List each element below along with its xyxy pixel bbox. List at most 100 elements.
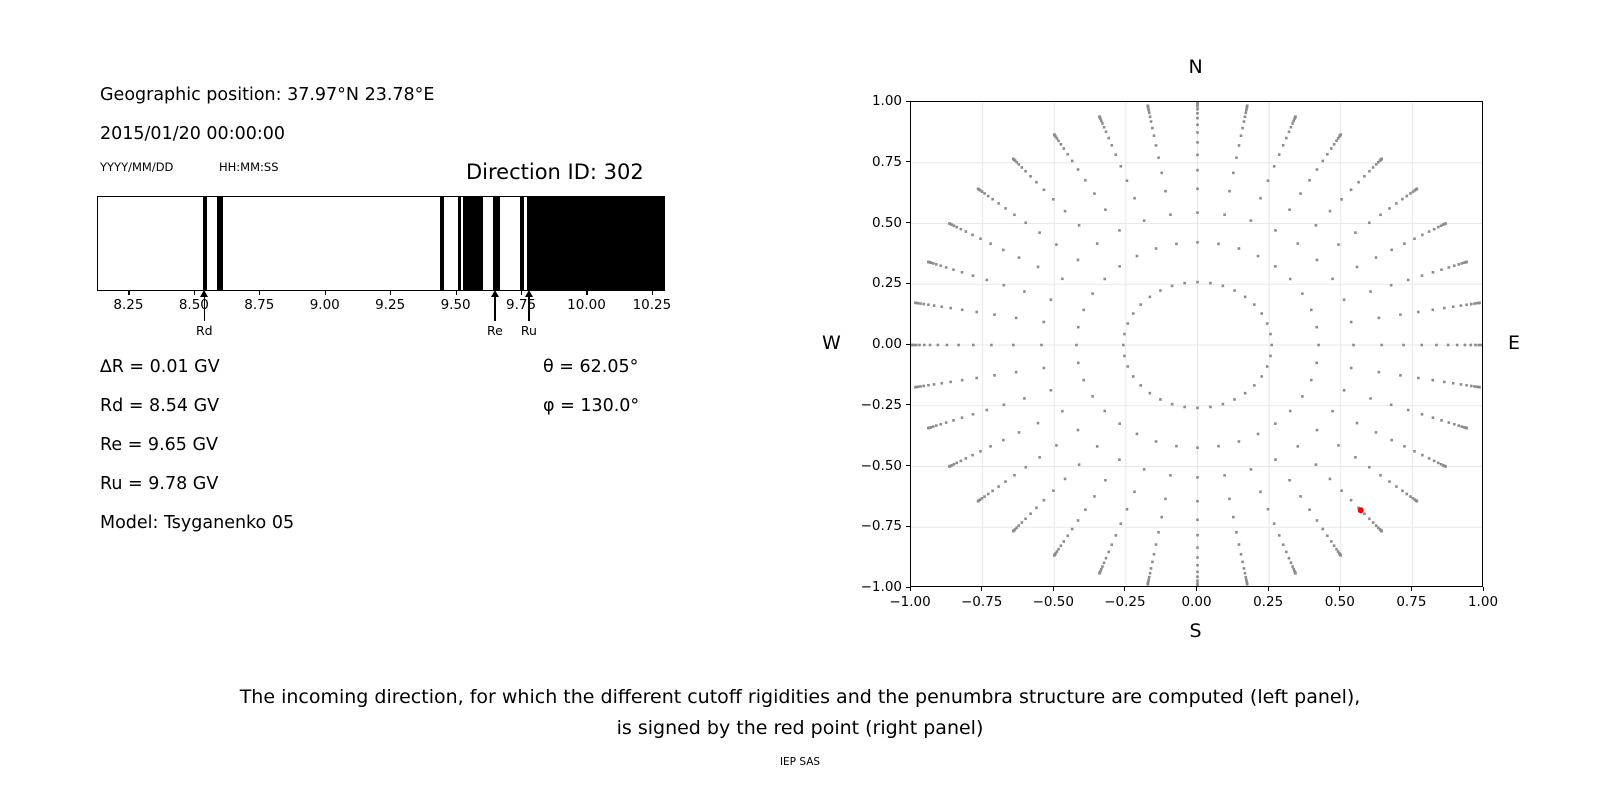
penumbra-forbidden-band	[462, 197, 483, 290]
compass-north-label: N	[1188, 56, 1203, 78]
penumbra-tick-label: 8.25	[113, 297, 144, 313]
sky-map-y-tick-mark	[906, 586, 910, 588]
time-format-hint: HH:MM:SS	[219, 160, 279, 174]
penumbra-marker-label: Re	[486, 323, 503, 338]
penumbra-tick-label: 9.50	[440, 297, 471, 313]
penumbra-tick-mark	[455, 291, 457, 295]
sky-map-y-tick-label: 0.25	[871, 275, 902, 292]
direction-sample-points	[911, 102, 1482, 586]
penumbra-tick-mark	[390, 291, 392, 295]
arrow-shaft	[528, 295, 530, 321]
selected-direction-point	[1357, 507, 1364, 514]
param-re: Re = 9.65 GV	[100, 435, 218, 455]
sky-map-y-tick-label: −0.75	[860, 518, 902, 535]
penumbra-tick-mark	[651, 291, 653, 295]
penumbra-forbidden-band	[520, 197, 524, 290]
figure-caption: The incoming direction, for which the di…	[0, 682, 1600, 745]
sky-map-x-tick-mark	[909, 587, 911, 591]
compass-south-label: S	[1189, 620, 1202, 642]
caption-line-1: The incoming direction, for which the di…	[239, 686, 1361, 708]
arrow-head-icon	[200, 290, 209, 297]
grid-lines	[911, 102, 1482, 586]
sky-map-x-tick-label: 0.00	[1181, 594, 1212, 610]
arrow-head-icon	[490, 290, 499, 297]
sky-map-y-tick-label: 0.00	[871, 336, 902, 352]
left-panel: Geographic position: 37.97°N 23.78°E 201…	[0, 0, 760, 660]
sky-map-x-tick-label: −0.25	[1104, 594, 1146, 610]
sky-map-x-tick-mark	[1124, 587, 1126, 591]
penumbra-tick-mark	[324, 291, 326, 295]
compass-west-label: W	[822, 332, 841, 354]
param-ru: Ru = 9.78 GV	[100, 474, 219, 494]
sky-map-x-tick-label: 0.25	[1253, 594, 1284, 610]
penumbra-plot-area	[97, 196, 665, 291]
footer-credit: IEP SAS	[779, 756, 821, 768]
param-phi: φ = 130.0°	[543, 396, 640, 416]
penumbra-tick-mark	[193, 291, 195, 295]
sky-map-x-tick-label: 0.75	[1396, 594, 1427, 610]
penumbra-tick-label: 8.75	[244, 297, 275, 313]
penumbra-marker-label: Rd	[196, 323, 213, 338]
sky-map-x-tick-label: 1.00	[1467, 594, 1499, 610]
direction-id-label: Direction ID: 302	[466, 160, 644, 184]
arrow-shaft	[494, 295, 496, 321]
penumbra-forbidden-band	[493, 197, 500, 290]
sky-map-y-tick-label: 0.50	[871, 214, 902, 231]
compass-east-label: E	[1508, 332, 1521, 354]
arrow-shaft	[203, 295, 205, 321]
penumbra-tick-label: 9.75	[506, 297, 537, 313]
penumbra-x-axis: 8.25 8.50 8.75 9.00 9.25 9.50 9.75 10.00 10.25	[97, 291, 671, 313]
sky-map-x-tick-mark	[1482, 587, 1484, 591]
penumbra-tick-label: 10.25	[632, 297, 672, 313]
sky-map-y-tick-mark	[906, 282, 910, 284]
param-delta-r: ∆R = 0.01 GV	[100, 357, 220, 377]
penumbra-chart	[97, 196, 665, 291]
geographic-position: Geographic position: 37.97°N 23.78°E	[100, 85, 435, 105]
param-model: Model: Tsyganenko 05	[100, 513, 295, 533]
sky-map-x-tick-label: −1.00	[889, 594, 931, 610]
sky-map-x-tick-label: 0.50	[1324, 594, 1355, 610]
penumbra-forbidden-band	[203, 197, 208, 290]
sky-map-x-tick-mark	[981, 587, 983, 591]
sky-map-y-tick-label: −0.50	[860, 457, 902, 474]
sky-map-x-tick-mark	[1339, 587, 1341, 591]
sky-map-y-tick-mark	[906, 222, 910, 224]
caption-line-2: is signed by the red point (right panel)	[616, 717, 984, 740]
sky-map-y-tick-label: −0.25	[860, 396, 902, 413]
sky-map-y-tick-label: −1.00	[860, 579, 902, 595]
arrow-head-icon	[524, 290, 533, 297]
penumbra-tick-mark	[259, 291, 261, 295]
sky-map-y-tick-mark	[906, 465, 910, 467]
date-format-hint: YYYY/MM/DD	[100, 160, 174, 174]
datetime-value: 2015/01/20 00:00:00	[100, 124, 286, 144]
sky-map-y-tick-mark	[906, 525, 910, 527]
param-theta: θ = 62.05°	[543, 357, 639, 377]
sky-map-x-tick-mark	[1196, 587, 1198, 591]
sky-map-x-tick-label: −0.50	[1032, 594, 1074, 610]
right-panel: −1.00 −0.75 −0.50 −0.25 0.00 0.25 0.50 0.75 1.00…	[760, 0, 1600, 660]
sky-map-x-tick-mark	[1052, 587, 1054, 591]
penumbra-tick-label: 9.25	[375, 297, 406, 313]
param-rd: Rd = 8.54 GV	[100, 396, 220, 416]
sky-map-canvas	[911, 102, 1482, 586]
penumbra-forbidden-band	[439, 197, 445, 290]
sky-map-y-tick-mark	[906, 404, 910, 406]
penumbra-marker-label: Ru	[520, 323, 537, 338]
penumbra-tick-label: 10.00	[567, 297, 606, 313]
penumbra-tick-label: 9.00	[309, 297, 340, 313]
penumbra-tick-label: 8.50	[178, 297, 209, 313]
sky-map-y-tick-label: 1.00	[871, 93, 902, 109]
sky-map-y-tick-mark	[906, 161, 910, 163]
penumbra-forbidden-band	[457, 197, 461, 290]
sky-map-x-tick-label: −0.75	[960, 594, 1003, 610]
penumbra-tick-mark	[521, 291, 523, 295]
sky-map-plot-area	[910, 101, 1483, 587]
penumbra-tick-mark	[586, 291, 588, 295]
sky-map-x-tick-mark	[1410, 587, 1412, 591]
sky-map-y-tick-mark	[906, 100, 910, 102]
sky-map-y-tick-mark	[906, 343, 910, 345]
penumbra-tick-mark	[128, 291, 130, 295]
penumbra-forbidden-band	[527, 197, 664, 290]
sky-map-x-tick-mark	[1267, 587, 1269, 591]
